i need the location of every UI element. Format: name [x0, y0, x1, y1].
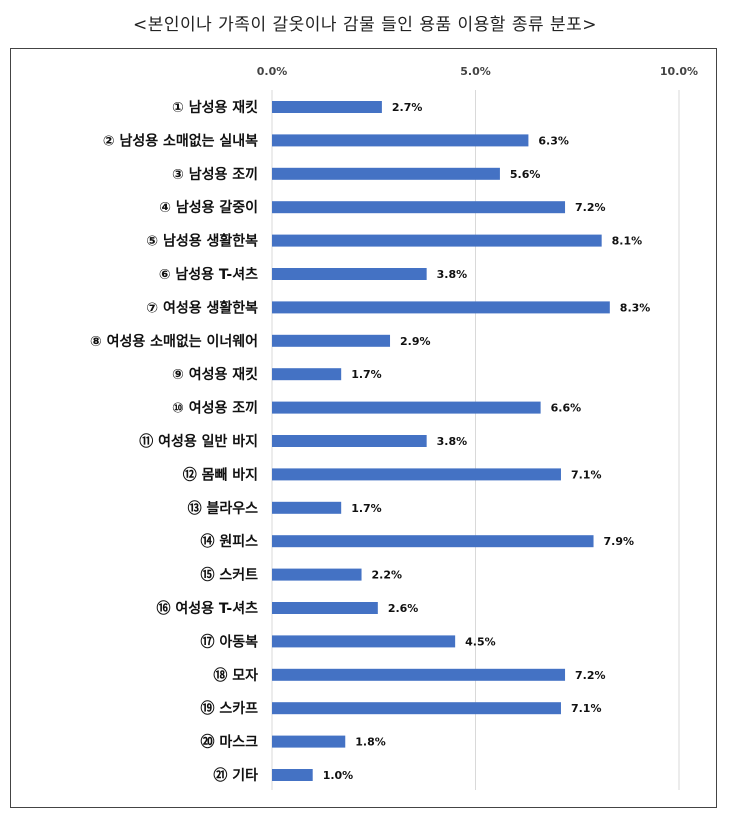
category-label: ① 남성용 재킷: [172, 99, 258, 116]
category-label: ⑩ 여성용 조끼: [172, 400, 258, 417]
data-label: 7.2%: [575, 669, 606, 682]
category-label: ⑭ 원피스: [200, 533, 258, 550]
bar: [272, 602, 378, 614]
data-label: 6.3%: [538, 134, 569, 147]
x-tick-label: 5.0%: [460, 65, 491, 78]
category-label: ⑫ 몸빼 바지: [183, 466, 258, 483]
data-label: 8.3%: [620, 301, 651, 314]
category-label: ⑧ 여성용 소매없는 이너웨어: [90, 333, 258, 350]
bar: [272, 535, 594, 548]
bar: [272, 501, 342, 514]
data-label: 7.1%: [571, 702, 602, 715]
category-label: ⑤ 남성용 생활한복: [146, 233, 258, 250]
bar: [272, 167, 500, 180]
bar: [272, 301, 610, 314]
category-label: ⑯ 여성용 T-셔츠: [157, 600, 259, 617]
data-label: 7.9%: [604, 535, 635, 548]
x-tick-label: 0.0%: [257, 65, 288, 78]
category-label: ㉑ 기타: [213, 767, 258, 784]
bar: [272, 268, 427, 280]
category-label: ⑪ 여성용 일반 바지: [139, 433, 258, 450]
category-label: ④ 남성용 갈중이: [159, 199, 258, 216]
category-label: ⑰ 아동복: [200, 633, 258, 650]
bar: [272, 201, 566, 214]
x-tick-label: 10.0%: [660, 65, 698, 78]
data-label: 2.6%: [388, 602, 419, 615]
category-label: ⑲ 스카프: [200, 700, 258, 717]
data-label: 8.1%: [612, 235, 643, 248]
data-label: 1.8%: [355, 736, 386, 749]
bar: [272, 368, 342, 381]
category-label: ③ 남성용 조끼: [172, 166, 258, 183]
data-label: 3.8%: [437, 268, 468, 281]
chart-frame: [10, 48, 717, 808]
category-label: ⑮ 스커트: [200, 567, 258, 584]
bar: [272, 134, 529, 147]
category-label: ② 남성용 소매없는 실내복: [103, 132, 258, 149]
data-label: 4.5%: [465, 635, 496, 648]
data-label: 1.0%: [323, 769, 354, 782]
category-label: ⑦ 여성용 생활한복: [146, 299, 258, 316]
data-label: 7.1%: [571, 468, 602, 481]
bar: [272, 234, 602, 247]
bar: [272, 769, 313, 781]
data-label: 1.7%: [351, 368, 382, 381]
data-label: 2.9%: [400, 335, 431, 348]
category-label: ⑥ 남성용 T-셔츠: [159, 266, 258, 283]
category-label: ⑬ 블라우스: [188, 500, 259, 517]
bar: [272, 668, 566, 681]
data-label: 1.7%: [351, 502, 382, 515]
bar: [272, 334, 391, 347]
chart-title: <본인이나 가족이 갈옷이나 감물 들인 용품 이용할 종류 분포>: [132, 15, 598, 35]
category-label: ⑳ 마스크: [200, 734, 258, 751]
data-label: 5.6%: [510, 168, 541, 181]
data-label: 2.7%: [392, 101, 423, 114]
data-label: 7.2%: [575, 201, 606, 214]
data-label: 2.2%: [372, 569, 403, 582]
bar: [272, 702, 561, 715]
bar: [272, 735, 346, 748]
bar: [272, 635, 456, 648]
data-label: 3.8%: [437, 435, 468, 448]
bar: [272, 435, 427, 447]
data-label: 6.6%: [551, 402, 582, 415]
bar: [272, 468, 561, 481]
category-label: ⑱ 모자: [213, 667, 258, 684]
bar: [272, 568, 362, 581]
bar: [272, 401, 541, 414]
bar: [272, 101, 382, 113]
category-label: ⑨ 여성용 재킷: [172, 366, 258, 383]
